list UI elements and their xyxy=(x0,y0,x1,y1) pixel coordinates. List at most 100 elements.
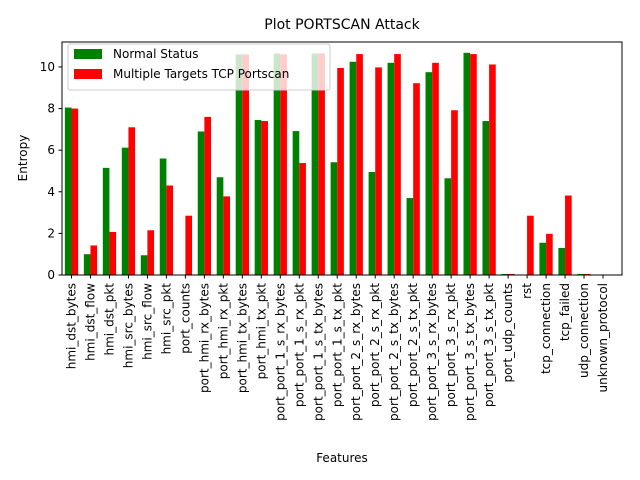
bar-portscan-2 xyxy=(109,231,117,275)
bar-portscan-21 xyxy=(470,54,477,275)
legend-box xyxy=(67,43,331,91)
legend-swatch xyxy=(74,69,102,79)
bar-portscan-20 xyxy=(451,110,458,276)
plot-frame xyxy=(61,41,623,276)
bar-normal-8 xyxy=(216,177,224,275)
bar-portscan-13 xyxy=(318,53,325,275)
chart-title: Plot PORTSCAN Attack xyxy=(264,17,420,33)
bars-group xyxy=(64,52,591,276)
y-tick-label: 10 xyxy=(40,60,55,74)
bar-normal-19 xyxy=(425,72,433,275)
bar-portscan-0 xyxy=(71,108,79,275)
bar-normal-22 xyxy=(482,121,490,275)
x-tick-label: hmi_dst_flow xyxy=(83,283,97,361)
bar-portscan-6 xyxy=(185,215,193,275)
x-tick-label: hmi_src_flow xyxy=(140,283,154,360)
bar-normal-13 xyxy=(311,53,319,275)
bar-portscan-26 xyxy=(565,195,572,275)
bar-normal-3 xyxy=(121,147,129,275)
bar-portscan-12 xyxy=(299,163,306,275)
axes-group xyxy=(61,41,623,276)
x-tick-label: port_port_2_s_tx_pkt xyxy=(406,283,420,407)
bar-portscan-5 xyxy=(166,185,174,275)
bar-normal-7 xyxy=(197,131,205,275)
x-tick-label: hmi_dst_bytes xyxy=(64,283,78,369)
bar-normal-5 xyxy=(159,158,167,275)
y-axis-label: Entropy xyxy=(16,135,30,182)
y-tick-label: 8 xyxy=(47,102,55,116)
bar-normal-15 xyxy=(349,61,357,276)
bar-normal-25 xyxy=(539,242,547,275)
x-tick-label: tcp_failed xyxy=(558,283,572,341)
bar-normal-0 xyxy=(64,107,72,275)
y-tick-label: 0 xyxy=(47,268,55,282)
x-axis-label: Features xyxy=(316,451,368,465)
legend: Normal Status Multiple Targets TCP Portsc… xyxy=(67,43,331,91)
x-tick-label: port_port_1_s_rx_bytes xyxy=(273,283,287,421)
legend-label: Normal Status xyxy=(113,47,198,61)
x-tick-label: udp_connection xyxy=(577,283,591,378)
y-ticks-group: 0 2 4 6 8 10 xyxy=(40,60,62,282)
bar-portscan-24 xyxy=(527,215,534,275)
x-tick-label: tcp_connection xyxy=(539,283,553,374)
bar-normal-14 xyxy=(330,162,338,275)
x-tick-label: port_hmi_tx_bytes xyxy=(235,283,249,393)
x-tick-label: port_udp_counts xyxy=(501,283,515,383)
x-tick-label: port_port_3_s_tx_pkt xyxy=(482,283,496,407)
x-tick-label: port_hmi_rx_pkt xyxy=(216,283,230,380)
bar-normal-27 xyxy=(577,273,585,275)
bar-portscan-16 xyxy=(375,67,382,275)
bar-portscan-23 xyxy=(508,273,515,275)
bar-normal-1 xyxy=(83,254,91,275)
bar-normal-12 xyxy=(292,131,300,275)
y-tick-label: 2 xyxy=(47,226,55,240)
bar-portscan-1 xyxy=(90,245,98,275)
x-tick-label: port_hmi_rx_bytes xyxy=(197,283,211,393)
x-tick-label: port_port_2_s_rx_pkt xyxy=(368,283,382,407)
bar-normal-17 xyxy=(387,62,395,275)
bar-normal-18 xyxy=(406,198,414,275)
x-tick-label: hmi_src_pkt xyxy=(159,283,173,355)
bar-normal-9 xyxy=(235,54,243,276)
legend-swatch xyxy=(74,49,102,59)
bar-portscan-17 xyxy=(394,54,401,275)
x-tick-label: port_port_3_s_rx_pkt xyxy=(444,283,458,407)
x-tick-label: unknown_protocol xyxy=(596,283,610,392)
bar-portscan-9 xyxy=(242,54,249,276)
x-tick-label: port_port_1_s_tx_bytes xyxy=(311,283,325,421)
x-tick-label: rst xyxy=(520,283,534,299)
bar-portscan-27 xyxy=(584,273,591,275)
bar-normal-16 xyxy=(368,172,376,275)
x-ticks-group: hmi_dst_bytes hmi_dst_flow hmi_dst_pkt hmi_… xyxy=(64,275,610,421)
y-tick-label: 6 xyxy=(47,143,55,157)
bar-portscan-7 xyxy=(204,116,212,275)
x-tick-label: port_port_3_s_rx_bytes xyxy=(425,283,439,421)
x-tick-label: port_port_1_s_tx_pkt xyxy=(330,283,344,407)
bar-normal-4 xyxy=(140,255,148,275)
x-tick-label: port_port_2_s_tx_bytes xyxy=(387,283,401,421)
x-tick-label: port_port_3_s_tx_bytes xyxy=(463,283,477,421)
bar-normal-2 xyxy=(102,167,110,275)
bar-normal-10 xyxy=(254,120,262,275)
bar-portscan-3 xyxy=(128,127,136,275)
bar-portscan-11 xyxy=(280,54,287,276)
x-tick-label: port_port_2_s_rx_bytes xyxy=(349,283,363,421)
bar-portscan-4 xyxy=(147,230,155,275)
bar-normal-11 xyxy=(273,53,281,275)
bar-portscan-19 xyxy=(432,62,439,275)
legend-label: Multiple Targets TCP Portscan xyxy=(113,67,289,81)
bar-normal-26 xyxy=(558,247,566,275)
x-tick-label: port_port_1_s_rx_pkt xyxy=(292,283,306,407)
bar-normal-23 xyxy=(501,273,509,275)
bar-normal-20 xyxy=(444,178,452,275)
bar-portscan-22 xyxy=(489,64,496,275)
bar-normal-21 xyxy=(463,52,471,275)
bar-portscan-10 xyxy=(261,121,268,275)
bar-portscan-14 xyxy=(337,68,344,275)
x-tick-label: hmi_src_bytes xyxy=(121,283,135,368)
bar-portscan-18 xyxy=(413,83,420,275)
x-tick-label: port_hmi_tx_pkt xyxy=(254,283,268,380)
x-tick-label: port_counts xyxy=(178,283,192,354)
bar-portscan-25 xyxy=(546,233,553,275)
